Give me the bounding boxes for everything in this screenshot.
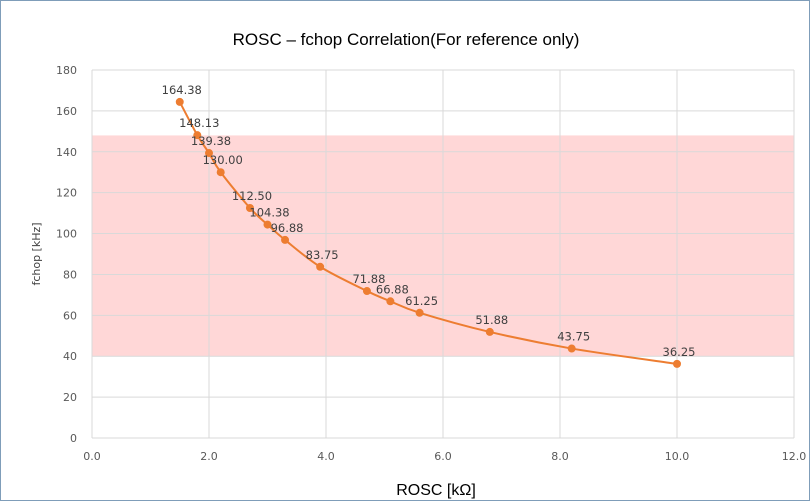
- y-tick-label: 120: [56, 187, 77, 200]
- data-label: 71.88: [352, 272, 385, 286]
- data-label: 104.38: [249, 206, 289, 220]
- y-axis-title: fchop [kHz]: [30, 222, 43, 285]
- y-tick-label: 60: [63, 309, 77, 322]
- data-point: [281, 235, 290, 244]
- data-label: 51.88: [475, 313, 508, 327]
- y-tick-label: 40: [63, 350, 77, 363]
- x-tick-label: 4.0: [317, 450, 335, 463]
- y-tick-label: 20: [63, 391, 77, 404]
- data-point: [362, 287, 371, 296]
- x-tick-label: 0.0: [83, 450, 101, 463]
- x-tick-label: 10.0: [665, 450, 690, 463]
- series-line: [178, 101, 678, 365]
- data-point: [216, 168, 225, 177]
- data-point: [175, 97, 184, 106]
- data-label: 83.75: [306, 248, 339, 262]
- data-point: [316, 262, 325, 271]
- data-label: 130.00: [203, 153, 243, 167]
- y-tick-label: 0: [70, 432, 77, 445]
- data-label: 96.88: [271, 221, 304, 235]
- data-point: [415, 308, 424, 317]
- x-tick-label: 2.0: [200, 450, 218, 463]
- data-point: [205, 149, 213, 158]
- data-point: [193, 131, 202, 140]
- y-tick-label: 140: [56, 146, 77, 159]
- data-point: [673, 359, 681, 368]
- data-label: 148.13: [179, 116, 219, 130]
- data-point: [263, 220, 272, 229]
- data-label: 43.75: [557, 330, 590, 344]
- data-label: 112.50: [232, 189, 272, 203]
- data-label: 66.88: [376, 282, 409, 296]
- y-tick-label: 180: [56, 64, 77, 77]
- data-label: 36.25: [663, 345, 696, 359]
- x-tick-label: 12.0: [782, 450, 807, 463]
- y-tick-label: 160: [56, 105, 77, 118]
- data-point: [485, 327, 494, 336]
- data-point: [245, 204, 254, 212]
- chart-title: ROSC – fchop Correlation(For reference o…: [232, 30, 580, 49]
- data-label: 61.25: [405, 294, 438, 308]
- y-tick-label: 80: [63, 268, 77, 281]
- data-label: 139.38: [191, 134, 231, 148]
- data-point: [386, 297, 395, 306]
- data-point: [567, 344, 576, 353]
- x-tick-label: 8.0: [551, 450, 569, 463]
- y-tick-label: 100: [56, 228, 77, 241]
- x-axis-title: ROSC [kΩ]: [396, 482, 476, 499]
- x-tick-label: 6.0: [434, 450, 452, 463]
- data-label: 164.38: [162, 83, 202, 97]
